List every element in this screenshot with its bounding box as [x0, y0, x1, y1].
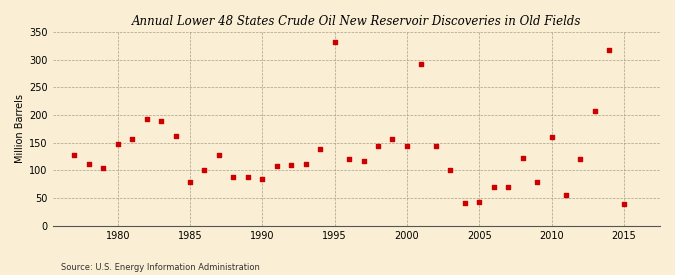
- Point: [257, 177, 268, 181]
- Text: Source: U.S. Energy Information Administration: Source: U.S. Energy Information Administ…: [61, 263, 260, 272]
- Point: [517, 156, 528, 161]
- Point: [618, 202, 629, 206]
- Point: [532, 179, 543, 184]
- Y-axis label: Million Barrels: Million Barrels: [15, 94, 25, 163]
- Point: [170, 133, 181, 138]
- Point: [416, 61, 427, 66]
- Point: [141, 117, 152, 121]
- Point: [387, 137, 398, 141]
- Point: [344, 157, 354, 162]
- Point: [546, 135, 557, 139]
- Point: [315, 147, 325, 152]
- Point: [98, 166, 109, 170]
- Point: [358, 158, 369, 163]
- Point: [575, 157, 586, 162]
- Point: [84, 162, 95, 166]
- Title: Annual Lower 48 States Crude Oil New Reservoir Discoveries in Old Fields: Annual Lower 48 States Crude Oil New Res…: [132, 15, 581, 28]
- Point: [373, 143, 383, 148]
- Point: [300, 162, 311, 166]
- Point: [503, 185, 514, 189]
- Point: [474, 199, 485, 204]
- Point: [488, 185, 499, 189]
- Point: [156, 119, 167, 123]
- Point: [589, 109, 600, 113]
- Point: [561, 193, 572, 198]
- Point: [445, 168, 456, 173]
- Point: [185, 179, 196, 184]
- Point: [112, 142, 123, 146]
- Point: [228, 175, 239, 179]
- Point: [431, 143, 441, 148]
- Point: [69, 153, 80, 157]
- Point: [286, 163, 296, 167]
- Point: [213, 153, 224, 157]
- Point: [271, 164, 282, 168]
- Point: [242, 175, 253, 179]
- Point: [402, 143, 412, 148]
- Point: [604, 48, 615, 52]
- Point: [460, 200, 470, 205]
- Point: [127, 137, 138, 141]
- Point: [199, 168, 210, 173]
- Point: [329, 40, 340, 44]
